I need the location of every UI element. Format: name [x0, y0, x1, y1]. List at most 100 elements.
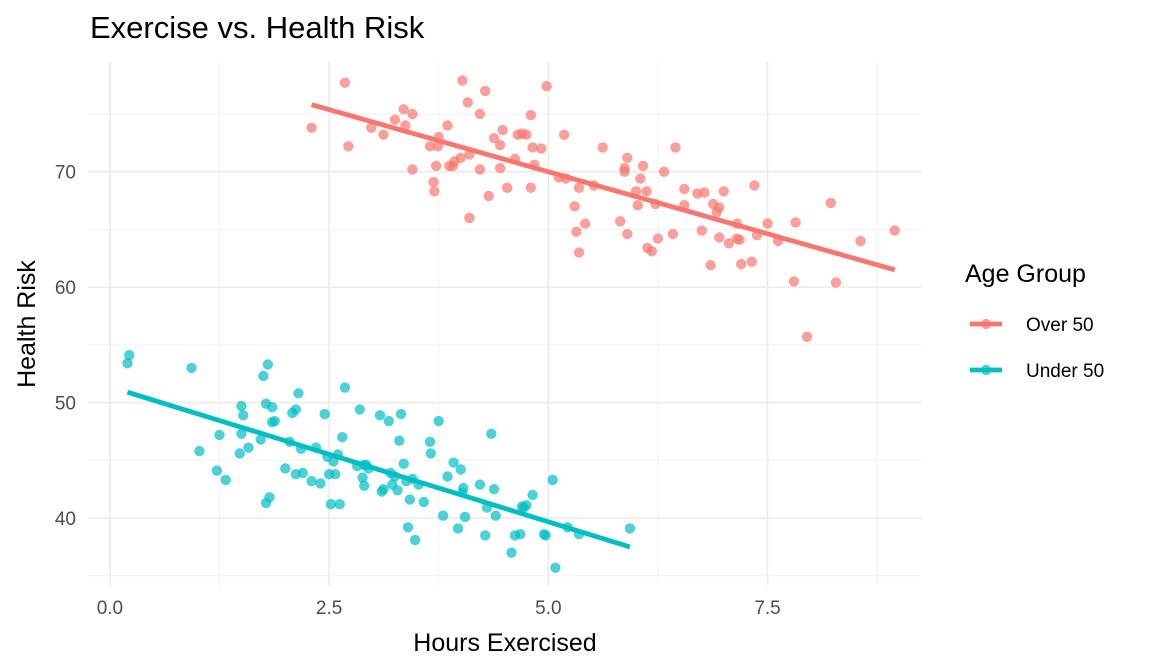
legend-item-over-50: Over 50 — [970, 315, 1094, 336]
point-over-50 — [825, 197, 836, 209]
point-under-50 — [306, 475, 317, 487]
point-over-50 — [558, 129, 570, 140]
point-under-50 — [339, 382, 351, 393]
point-under-50 — [214, 429, 225, 441]
chart-title: Exercise vs. Health Risk — [90, 10, 425, 45]
point-under-50 — [269, 415, 280, 427]
point-over-50 — [580, 218, 591, 229]
point-over-50 — [488, 133, 500, 144]
point-under-50 — [124, 350, 135, 361]
point-over-50 — [525, 109, 536, 121]
point-under-50 — [319, 408, 330, 420]
point-under-50 — [442, 471, 453, 482]
point-under-50 — [337, 432, 348, 443]
point-under-50 — [357, 472, 368, 483]
point-under-50 — [395, 408, 407, 420]
point-under-50 — [409, 534, 421, 546]
point-over-50 — [637, 160, 649, 172]
point-over-50 — [462, 97, 473, 108]
point-under-50 — [455, 464, 466, 475]
point-under-50 — [290, 404, 301, 415]
point-over-50 — [527, 142, 538, 153]
point-under-50 — [458, 482, 469, 494]
point-under-50 — [392, 485, 403, 496]
point-over-50 — [597, 142, 608, 153]
point-under-50 — [624, 523, 636, 534]
point-under-50 — [490, 510, 501, 521]
point-over-50 — [424, 141, 436, 152]
point-over-50 — [501, 182, 513, 193]
point-over-50 — [573, 247, 585, 258]
point-under-50 — [374, 410, 386, 421]
point-under-50 — [383, 415, 394, 427]
point-under-50 — [433, 415, 444, 427]
point-under-50 — [243, 442, 254, 453]
point-over-50 — [407, 164, 418, 175]
point-under-50 — [330, 469, 341, 480]
point-under-50 — [425, 448, 436, 459]
y-tick-label: 70 — [55, 163, 76, 184]
point-over-50 — [389, 114, 401, 125]
point-over-50 — [646, 246, 657, 257]
legend-items: Over 50 Under 50 — [970, 315, 1104, 382]
point-over-50 — [746, 256, 757, 267]
trend-lines — [126, 102, 896, 550]
point-over-50 — [541, 81, 552, 92]
point-over-50 — [714, 202, 725, 213]
point-over-50 — [455, 152, 466, 163]
point-under-50 — [550, 562, 561, 573]
point-under-50 — [540, 530, 551, 541]
point-over-50 — [714, 232, 725, 243]
point-under-50 — [515, 529, 526, 540]
point-under-50 — [262, 359, 273, 370]
point-over-50 — [457, 75, 468, 86]
legend: Age Group Over 50 Under 50 — [965, 260, 1104, 382]
point-over-50 — [494, 139, 506, 151]
point-under-50 — [521, 500, 532, 511]
point-over-50 — [635, 173, 646, 184]
point-under-50 — [452, 523, 464, 534]
trend-line-under-50 — [126, 389, 631, 550]
point-over-50 — [366, 122, 377, 133]
point-over-50 — [615, 216, 626, 227]
point-under-50 — [194, 445, 205, 457]
major-gridlines — [88, 62, 921, 585]
point-under-50 — [506, 547, 517, 558]
point-over-50 — [622, 152, 633, 163]
point-under-50 — [474, 479, 486, 490]
point-under-50 — [315, 478, 326, 489]
point-over-50 — [788, 276, 800, 287]
point-over-50 — [306, 122, 317, 133]
point-under-50 — [297, 467, 308, 479]
legend-key-point — [980, 364, 992, 376]
point-over-50 — [749, 180, 760, 191]
point-over-50 — [474, 164, 486, 175]
point-under-50 — [238, 410, 249, 421]
point-over-50 — [464, 212, 475, 224]
legend-title: Age Group — [965, 260, 1086, 288]
y-tick-label: 50 — [55, 394, 76, 415]
point-over-50 — [339, 77, 351, 89]
point-over-50 — [407, 108, 418, 120]
point-over-50 — [343, 141, 354, 152]
x-tick-label: 5.0 — [535, 598, 561, 619]
point-under-50 — [236, 400, 247, 412]
point-under-50 — [448, 457, 459, 468]
point-under-50 — [424, 436, 436, 447]
point-under-50 — [398, 458, 409, 469]
point-over-50 — [723, 238, 735, 249]
point-under-50 — [293, 388, 304, 399]
point-under-50 — [334, 499, 345, 510]
point-over-50 — [569, 201, 580, 212]
x-axis-tick-labels: 0.0 2.5 5.0 7.5 — [97, 598, 781, 619]
point-under-50 — [236, 428, 247, 439]
x-tick-label: 0.0 — [97, 598, 123, 619]
point-over-50 — [641, 186, 652, 197]
point-under-50 — [437, 510, 449, 521]
point-over-50 — [573, 182, 585, 193]
point-over-50 — [398, 104, 409, 115]
legend-key-point — [980, 318, 992, 330]
data-points — [122, 75, 900, 573]
point-under-50 — [402, 522, 414, 533]
